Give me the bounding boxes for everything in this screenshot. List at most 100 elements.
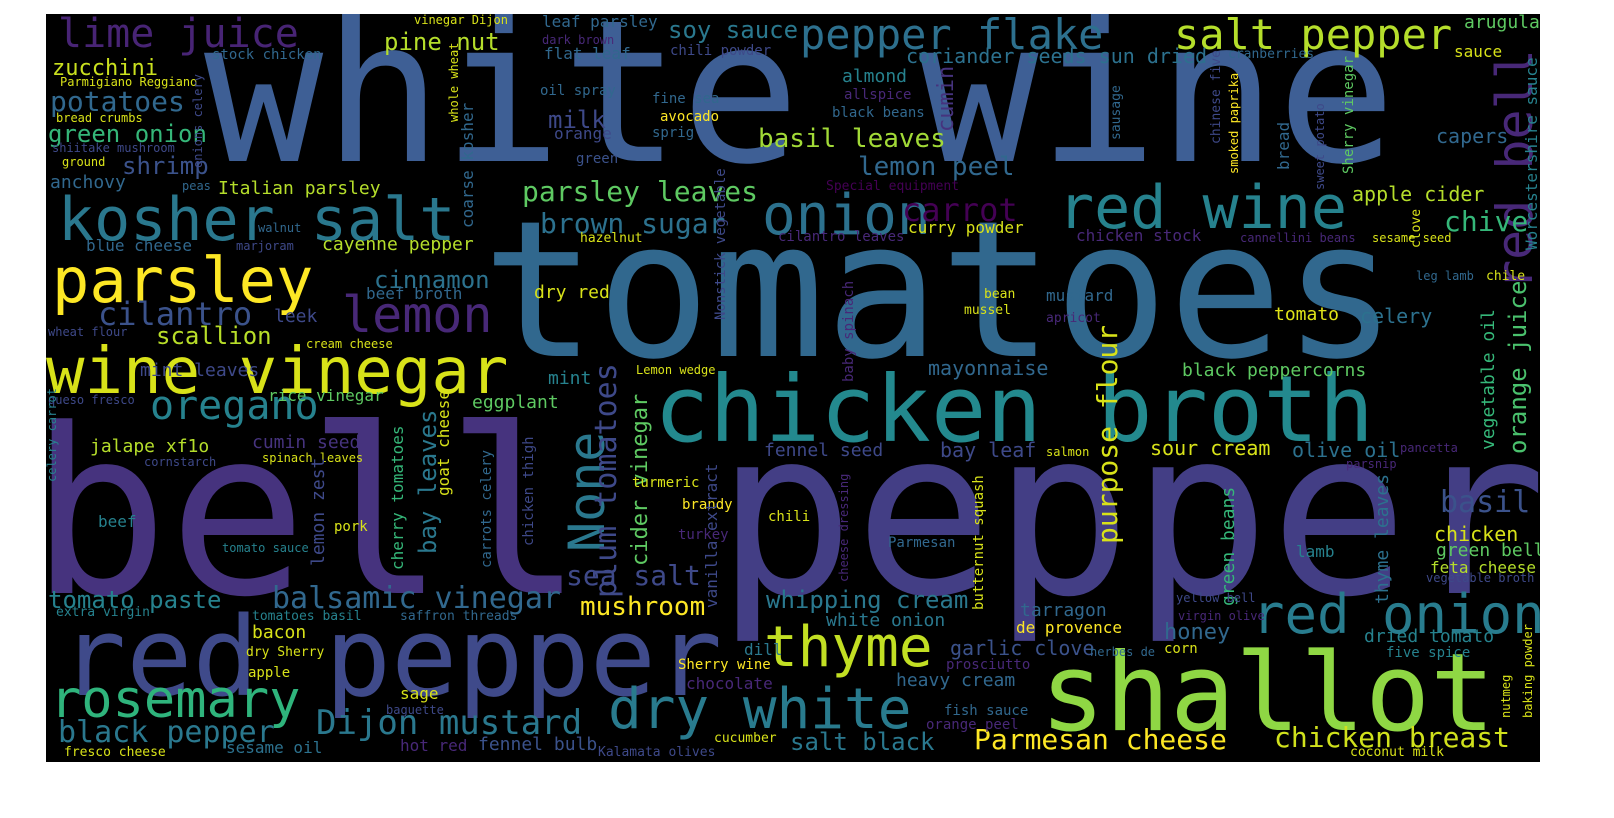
- word-cherry-tomatoes: cherry tomatoes: [388, 425, 407, 571]
- word-chocolate: chocolate: [686, 674, 773, 693]
- word-sea-salt: sea salt: [566, 559, 701, 592]
- word-tomato: tomato: [1274, 304, 1340, 325]
- word-bean: bean: [984, 287, 1016, 302]
- word-italian-parsley: Italian parsley: [218, 178, 381, 199]
- word-coconut-milk: coconut milk: [1350, 745, 1444, 760]
- word-sherry-wine: Sherry wine: [678, 657, 771, 673]
- word-salt-black: salt black: [790, 728, 935, 756]
- word-coarse-kosher: coarse kosher: [458, 102, 477, 228]
- word-fennel-bulb: fennel bulb: [478, 734, 598, 755]
- word-white-wine: white wine: [204, 14, 1397, 208]
- word-orange-peel: orange peel: [926, 717, 1019, 733]
- word-goat-cheese: goat cheese: [434, 390, 453, 496]
- word-eggplant: eggplant: [472, 392, 559, 413]
- word-leaf-parsley: leaf parsley: [542, 14, 658, 31]
- word-sprig: sprig: [652, 125, 695, 141]
- word-dijon-mustard: Dijon mustard: [316, 703, 583, 743]
- word-queso-fresco: queso fresco: [48, 393, 135, 407]
- word-jalapeno: jalape xf1o: [90, 436, 210, 457]
- word-dried-tomato: dried tomato: [1364, 626, 1495, 647]
- word-capers: capers: [1436, 124, 1509, 148]
- word-curry-powder: curry powder: [908, 218, 1024, 237]
- word-chive: chive: [1444, 205, 1529, 238]
- word-yellow-bell: yellow bell: [1176, 591, 1256, 605]
- word-brown-sugar: brown sugar: [540, 207, 726, 240]
- word-parsnip: parsnip: [1346, 457, 1397, 471]
- word-cheese-dressing: cheese dressing: [837, 473, 851, 582]
- word-chinese-five: chinese five: [1209, 50, 1224, 144]
- word-chicken-thigh: chicken thigh: [521, 436, 537, 546]
- word-vegetable-oil: vegetable oil: [1478, 309, 1499, 450]
- word-nonstick-vegetable: Nonstick vegetable: [713, 168, 729, 320]
- word-purpose-flour: purpose flour: [1091, 324, 1124, 544]
- word-feta-cheese: feta cheese: [1430, 558, 1536, 577]
- word-basil-leaves: basil leaves: [758, 124, 946, 154]
- word-potatoes: potatoes: [50, 85, 185, 118]
- word-corn: corn: [1164, 641, 1198, 657]
- word-sausage: sausage: [1109, 85, 1124, 140]
- word-chicken-breast: chicken breast: [1274, 721, 1511, 754]
- word-cranberries: cranberries: [1228, 47, 1315, 62]
- word-beef-broth: beef broth: [366, 284, 463, 303]
- word-sauce: sauce: [1454, 42, 1503, 61]
- word-bread: bread: [1274, 121, 1293, 170]
- word-dill: dill: [744, 640, 783, 659]
- word-cinnamon: cinnamon: [374, 266, 490, 294]
- word-black-beans: black beans: [832, 105, 925, 121]
- word-flat-leaf: flat leaf: [544, 44, 631, 63]
- word-lamb: lamb: [1296, 542, 1335, 561]
- word-smoked-paprika: smoked paprika: [1227, 72, 1241, 174]
- word-dry-red: dry red: [534, 282, 610, 303]
- word-arugula: arugula: [1464, 14, 1540, 33]
- word-cucumber: cucumber: [714, 731, 777, 746]
- word-black-pepper: black pepper: [58, 715, 275, 750]
- word-black-peppercorns: black peppercorns: [1182, 360, 1367, 381]
- word-shrimp: shrimp: [122, 152, 209, 180]
- word-chicken-broth: chicken broth: [654, 356, 1375, 463]
- word-pork: pork: [334, 519, 368, 535]
- word-wheat-flour: wheat flour: [48, 325, 128, 339]
- word-brandy: brandy: [682, 497, 733, 513]
- word-parmigiano: Parmigiano Reggiano: [60, 75, 198, 89]
- word-vegetable-broth: vegetable broth: [1426, 571, 1535, 585]
- word-fish-sauce: fish sauce: [944, 703, 1029, 719]
- word-leek: leek: [274, 306, 318, 327]
- word-chili: chili: [768, 509, 811, 525]
- word-lemon: lemon: [342, 286, 493, 344]
- word-blue-cheese: blue cheese: [86, 236, 192, 255]
- word-fennel-seed: fennel seed: [764, 440, 884, 461]
- word-fresco-cheese: fresco cheese: [64, 745, 166, 760]
- word-parmesan-cheese: Parmesan cheese: [974, 723, 1227, 756]
- word-de-provence: de provence: [1016, 618, 1122, 637]
- word-wine-vinegar: wine vinegar: [46, 335, 509, 409]
- word-celery: celery: [1360, 304, 1433, 328]
- word-marjoram: marjoram: [236, 239, 294, 253]
- word-cayenne-pepper: cayenne pepper: [322, 234, 474, 255]
- word-red-wine: red wine: [1058, 173, 1347, 243]
- word-peas: peas: [182, 179, 211, 193]
- word-tomato-sauce: tomato sauce: [222, 541, 309, 555]
- word-pine-nut: pine nut: [384, 28, 500, 56]
- word-tomato-paste: tomato paste: [48, 586, 222, 614]
- word-onion: onion: [762, 183, 931, 248]
- word-dry-white: dry white: [608, 677, 912, 742]
- word-allspice: allspice: [844, 87, 912, 103]
- word-milk: milk: [548, 106, 606, 134]
- word-apple: apple: [248, 665, 291, 681]
- word-kosher-salt: kosher salt: [58, 185, 456, 255]
- word-leg-lamb: leg lamb: [1416, 269, 1474, 283]
- word-chile: chile: [1486, 269, 1526, 284]
- word-thyme-leaves: thyme leaves: [1372, 473, 1393, 604]
- word-carrot: carrot: [902, 191, 1018, 229]
- word-butternut-squash: butternut squash: [971, 475, 987, 610]
- word-nutmeg: nutmeg: [1499, 674, 1513, 718]
- word-lemon-wedge: Lemon wedge: [636, 363, 716, 377]
- word-garlic-clove: garlic clove: [950, 636, 1095, 660]
- word-sour-cream: sour cream: [1150, 436, 1271, 460]
- word-cumin: cumin: [934, 65, 959, 132]
- word-coriander-seeds: coriander seeds sun dried: [906, 44, 1208, 68]
- word-sesame-seed: sesame seed: [1372, 231, 1452, 245]
- word-saffron-threads: saffron threads: [400, 609, 518, 624]
- word-vinegar-dijon: vinegar Dijon: [414, 14, 508, 27]
- word-anchovy: anchovy: [50, 172, 126, 193]
